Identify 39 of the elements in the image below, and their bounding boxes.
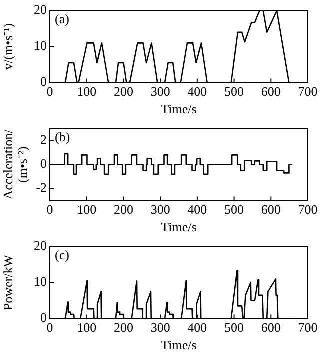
x-tick-label: 600 (261, 320, 281, 336)
x-tick-label: 300 (150, 84, 170, 100)
x-tick-label: 300 (150, 202, 170, 218)
y-tick-label: 10 (34, 38, 47, 54)
y-tick-label: -2 (36, 180, 47, 196)
x-axis-title: Time/s (161, 220, 197, 235)
y-axis-title: v/(m•s⁻¹) (0, 24, 16, 70)
y-axis-title: Power/kW (0, 254, 16, 311)
x-tick-label: 500 (224, 202, 244, 218)
y-tick-label: 0 (40, 310, 47, 326)
y-tick-label: 2 (40, 132, 47, 148)
annotation: (a) (55, 12, 70, 27)
y-tick-label: 0 (40, 74, 47, 90)
x-tick-label: 200 (114, 320, 134, 336)
annotation: (b) (55, 130, 70, 145)
x-tick-label: 500 (224, 320, 244, 336)
x-tick-label: 300 (150, 320, 170, 336)
x-tick-label: 600 (261, 202, 281, 218)
x-axis-title: Time/s (161, 338, 197, 353)
x-tick-label: 200 (114, 202, 134, 218)
y-tick-label: 20 (34, 2, 47, 18)
x-tick-label: 400 (188, 84, 208, 100)
y-axis-title: Acceleration/(m•s⁻²) (0, 129, 30, 200)
x-tick-label: 100 (77, 202, 97, 218)
x-tick-label: 100 (77, 320, 97, 336)
x-tick-label: 400 (188, 202, 208, 218)
x-tick-label: 600 (261, 84, 281, 100)
y-tick-label: 20 (34, 238, 47, 254)
x-tick-label: 500 (224, 84, 244, 100)
y-tick-label: 10 (34, 274, 47, 290)
x-tick-label: 100 (77, 84, 97, 100)
x-tick-label: 700 (298, 202, 318, 218)
x-tick-label: 400 (188, 320, 208, 336)
y-tick-label: 0 (40, 156, 47, 172)
annotation: (c) (55, 248, 70, 263)
x-tick-label: 200 (114, 84, 134, 100)
x-tick-label: 700 (298, 320, 318, 336)
x-axis-title: Time/s (161, 102, 197, 117)
x-tick-label: 700 (298, 84, 318, 100)
